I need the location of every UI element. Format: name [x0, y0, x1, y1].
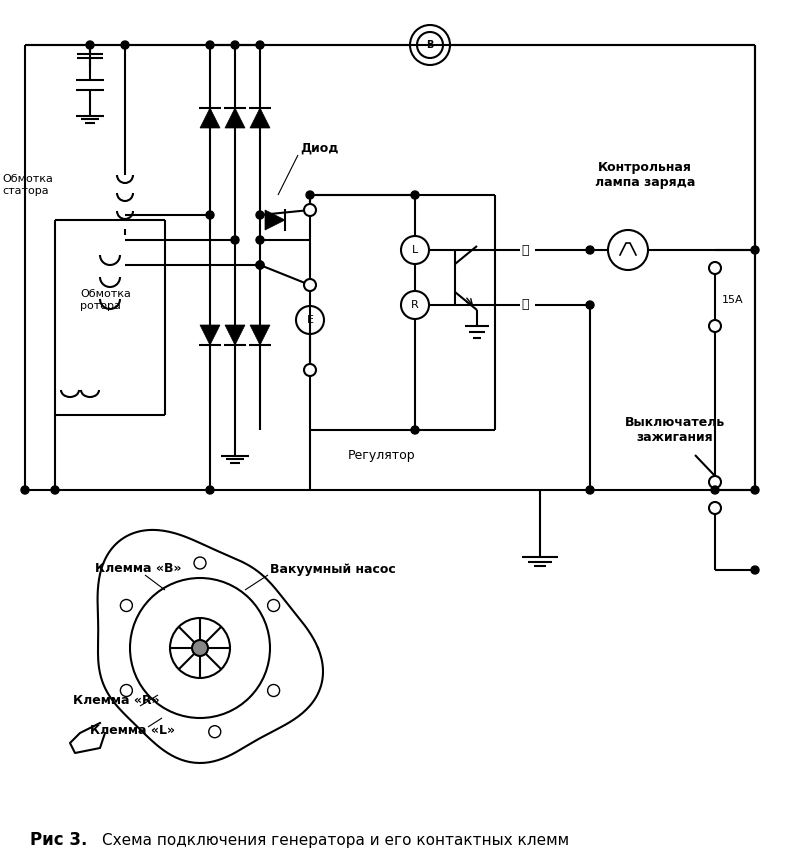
Polygon shape	[200, 325, 220, 345]
Polygon shape	[225, 108, 245, 128]
Polygon shape	[250, 108, 270, 128]
Circle shape	[51, 486, 59, 494]
Polygon shape	[225, 325, 245, 345]
Circle shape	[709, 320, 721, 332]
Polygon shape	[200, 108, 220, 128]
Circle shape	[206, 211, 214, 219]
Text: B: B	[426, 40, 434, 50]
Text: Ⓡ: Ⓡ	[522, 299, 529, 312]
Circle shape	[231, 41, 239, 49]
Text: Клемма «L»: Клемма «L»	[90, 723, 175, 736]
Circle shape	[751, 566, 759, 574]
Text: Вакуумный насос: Вакуумный насос	[270, 564, 396, 577]
Circle shape	[21, 486, 29, 494]
Circle shape	[411, 191, 419, 199]
Circle shape	[256, 236, 264, 244]
Circle shape	[86, 41, 94, 49]
Circle shape	[709, 476, 721, 488]
Polygon shape	[265, 210, 285, 230]
Circle shape	[256, 261, 264, 269]
Circle shape	[304, 204, 316, 216]
Circle shape	[256, 211, 264, 219]
Circle shape	[709, 502, 721, 514]
Text: R: R	[411, 300, 419, 310]
Circle shape	[256, 261, 264, 269]
Circle shape	[121, 41, 129, 49]
Circle shape	[231, 236, 239, 244]
Polygon shape	[250, 325, 270, 345]
Circle shape	[709, 262, 721, 274]
Text: Диод: Диод	[300, 141, 338, 154]
Circle shape	[192, 640, 208, 656]
Text: Контрольная
лампа заряда: Контрольная лампа заряда	[595, 161, 695, 189]
Circle shape	[206, 486, 214, 494]
Circle shape	[306, 191, 314, 199]
Circle shape	[256, 41, 264, 49]
Text: Клемма «В»: Клемма «В»	[95, 561, 182, 574]
Circle shape	[304, 364, 316, 376]
Text: Рис 3.: Рис 3.	[30, 831, 87, 849]
Text: Ⓛ: Ⓛ	[522, 243, 529, 256]
Circle shape	[206, 41, 214, 49]
Circle shape	[304, 279, 316, 291]
Text: 15А: 15А	[722, 295, 744, 305]
Circle shape	[751, 486, 759, 494]
Text: L: L	[412, 245, 418, 255]
Text: Регулятор: Регулятор	[348, 449, 416, 462]
Circle shape	[711, 486, 719, 494]
Text: Выключатель
зажигания: Выключатель зажигания	[625, 416, 725, 444]
Circle shape	[411, 426, 419, 434]
Circle shape	[586, 301, 594, 309]
Circle shape	[586, 246, 594, 254]
Circle shape	[586, 486, 594, 494]
Text: Обмотка
ротора: Обмотка ротора	[80, 289, 131, 311]
Text: Схема подключения генератора и его контактных клемм: Схема подключения генератора и его конта…	[102, 832, 569, 848]
Text: Обмотка
статора: Обмотка статора	[2, 174, 53, 196]
Text: Клемма «R»: Клемма «R»	[73, 694, 160, 707]
Circle shape	[751, 246, 759, 254]
Text: E: E	[306, 315, 314, 325]
